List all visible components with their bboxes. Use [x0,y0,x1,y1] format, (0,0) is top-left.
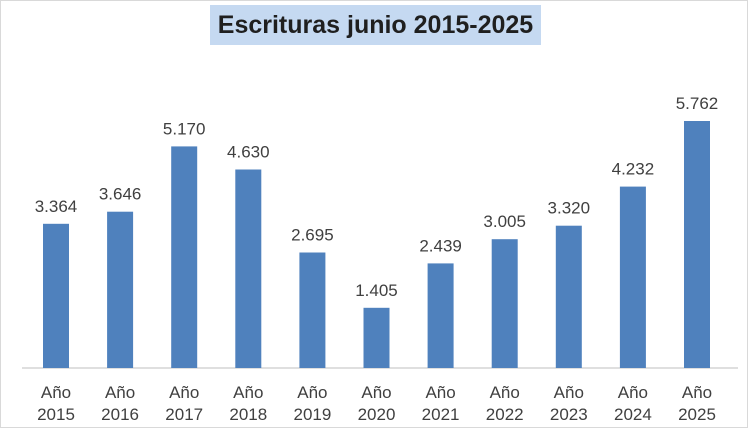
value-label-2024: 4.232 [612,160,655,179]
chart-title: Escrituras junio 2015-2025 [217,10,534,39]
bar-2015 [43,223,69,368]
tick-label-2017: Año 2017 [165,383,203,424]
value-label-2018: 4.630 [227,143,270,162]
bar-2017 [171,146,198,368]
value-label-2025: 5.762 [676,94,719,113]
bar-2024 [619,186,646,368]
value-label-2015: 3.364 [35,197,78,216]
bar-2018 [235,169,262,368]
bar-2023 [555,225,582,368]
tick-label-2020: Año 2020 [358,383,396,424]
tick-label-2019: Año 2019 [293,383,331,424]
tick-label-2015: Año 2015 [37,383,75,424]
value-label-2016: 3.646 [99,185,142,204]
tick-label-2025: Año 2025 [678,383,716,424]
bar-2016 [107,211,134,368]
category-labels-group: Año 2015 Año 2016 Año 2017 Año 2018 Año 2019 Año 20… [37,383,716,424]
value-label-2020: 1.405 [355,281,398,300]
tick-label-2023: Año 2023 [550,383,588,424]
value-label-2023: 3.320 [548,199,591,218]
value-label-2022: 3.005 [483,212,526,231]
bars-group [43,121,710,368]
tick-label-2018: Año 2018 [229,383,267,424]
bar-2021 [427,263,454,368]
bar-2025 [684,121,710,368]
bar-2020 [363,307,390,368]
bar-2019 [299,252,326,368]
tick-label-2024: Año 2024 [614,383,652,424]
value-label-2019: 2.695 [291,226,334,245]
tick-label-2021: Año 2021 [422,383,460,424]
tick-label-2022: Año 2022 [486,383,524,424]
tick-label-2016: Año 2016 [101,383,139,424]
value-labels-group: 3.364 3.646 5.170 4.630 2.695 1.405 2.439 3.005… [35,94,719,300]
bar-2022 [491,239,518,368]
value-label-2021: 2.439 [419,236,462,255]
chart-title-box: Escrituras junio 2015-2025 [210,5,541,45]
value-label-2017: 5.170 [163,119,206,138]
